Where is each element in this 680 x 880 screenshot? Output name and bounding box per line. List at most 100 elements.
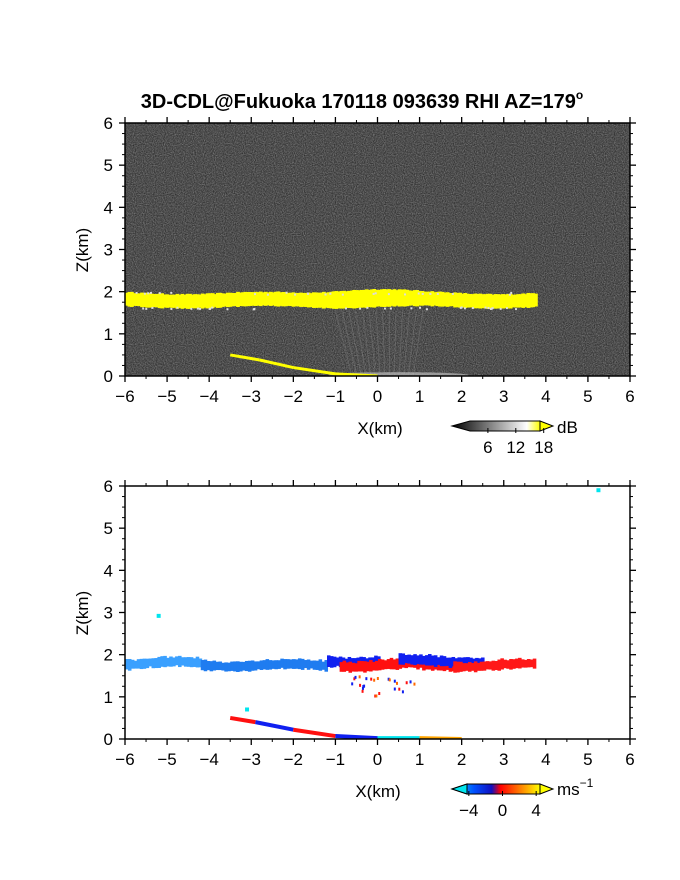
reflectivity-layer-column [319, 292, 324, 308]
colorbar-ticks: −4 0 4 [459, 791, 541, 820]
velocity-layer-column [172, 657, 176, 667]
x-tick-label: 0 [373, 387, 382, 406]
layer-edge-speckle [196, 307, 199, 310]
layer-edge-speckle [436, 292, 439, 295]
near-surface-segment [335, 734, 378, 739]
reflectivity-layer-column [458, 292, 463, 308]
reflectivity-layer-column [145, 292, 149, 308]
velocity-layer-column [300, 658, 305, 670]
layer-edge-speckle [383, 307, 386, 310]
reflectivity-layer-column [289, 292, 293, 307]
reflectivity-layer-column [380, 289, 384, 307]
reflectivity-layer-column [352, 289, 356, 309]
reflectivity-layer-column [273, 291, 278, 307]
x-tick-label: 4 [541, 750, 550, 769]
colorbar-tick-label: 12 [506, 438, 525, 457]
near-surface-segment [229, 715, 256, 725]
layer-edge-speckle [484, 306, 487, 309]
velocity-layer-column [321, 661, 326, 670]
x-tick-label: 3 [499, 750, 508, 769]
reflectivity-layer-column [132, 293, 137, 306]
velocity-layer-column [338, 656, 343, 668]
velocity-layer-column [335, 657, 340, 666]
velocity-layer-column [436, 657, 441, 665]
faint-beam [407, 310, 417, 376]
reflectivity-layer-column [167, 294, 172, 308]
reflectivity-layer-column [213, 294, 218, 307]
reflectivity-layer-column [531, 293, 536, 308]
velocity-layer-column [410, 655, 414, 665]
reflectivity-layer-column [372, 289, 377, 308]
reflectivity-layer-column [266, 292, 271, 306]
velocity-layer-column [247, 660, 252, 672]
reflectivity-layer-column [516, 294, 521, 308]
velocity-layer-column [125, 659, 129, 670]
velocity-layer-column [163, 655, 167, 668]
isolated-echo [596, 488, 601, 493]
fall-streak-dot [374, 694, 377, 698]
fall-streak-dot [359, 683, 362, 687]
reflectivity-layer-column [291, 292, 296, 307]
reflectivity-layer-column [405, 289, 409, 307]
near-surface-segment [255, 720, 294, 732]
velocity-layer-column [332, 656, 337, 668]
velocity-layer-column [439, 655, 444, 667]
velocity-layer-column [324, 660, 329, 672]
reflectivity-layer-column [334, 291, 339, 309]
velocity-layer-column [386, 659, 391, 669]
reflectivity-layer-column [377, 289, 382, 307]
velocity-layer-column [183, 657, 188, 667]
x-tick-label: −5 [157, 750, 176, 769]
reflectivity-layer-column [175, 293, 180, 309]
layer-edge-speckle [404, 293, 407, 296]
faint-beam [375, 310, 381, 376]
velocity-layer-column [130, 659, 135, 669]
reflectivity-layer-column [435, 291, 440, 307]
fall-streak-dot [401, 690, 404, 694]
reflectivity-layer-column [316, 292, 321, 308]
velocity-layer-column [526, 659, 531, 668]
y-tick-label: 6 [104, 477, 113, 496]
velocity-layer-column [392, 659, 397, 670]
reflectivity-layer-column [369, 289, 374, 308]
y-tick-label: 4 [104, 561, 113, 580]
velocity-layer-column [230, 661, 234, 671]
velocity-layer-column [366, 661, 370, 672]
reflectivity-layer-column [205, 293, 210, 309]
velocity-layer-column [433, 655, 438, 667]
isolated-echo [245, 707, 250, 712]
reflectivity-layer-column [203, 294, 207, 308]
fall-streak-dot [413, 682, 416, 686]
layer-edge-speckle [417, 292, 420, 295]
faint-beam [355, 310, 367, 376]
velocity-layer-column [425, 655, 429, 666]
layer-edge-speckle [491, 307, 494, 310]
velocity-layer-column [157, 656, 161, 668]
chart-title: 3D-CDL@Fukuoka 170118 093639 RHI AZ=179o [141, 88, 583, 113]
reflectivity-layer-column [470, 294, 475, 308]
y-tick-label: 3 [104, 604, 113, 623]
reflectivity-layer-column [137, 293, 142, 307]
velocity-layer-column [283, 659, 287, 670]
reflectivity-layer-column [534, 293, 538, 307]
velocity-layer-column [309, 660, 314, 669]
velocity-layer-column [416, 655, 420, 665]
velocity-layer-column [448, 657, 453, 668]
reflectivity-layer-column [395, 290, 399, 306]
reflectivity-layer-column [226, 292, 230, 308]
reflectivity-layer-column [483, 294, 488, 309]
velocity-layer-column [467, 662, 472, 672]
colorbar-tick-label: 18 [534, 438, 553, 457]
y-tick-label: 5 [104, 156, 113, 175]
velocity-layer-column [233, 661, 237, 672]
faint-beam [382, 310, 386, 376]
fall-streak-dot [351, 682, 354, 686]
reflectivity-layer-column [127, 291, 132, 307]
velocity-layer-column [142, 658, 147, 669]
reflectivity-layer-column [183, 294, 187, 308]
velocity-layer-column [145, 658, 150, 669]
layer-edge-speckle [410, 307, 413, 310]
velocity-layer-column [488, 661, 493, 670]
reflectivity-layer-column [231, 293, 235, 307]
x-tick-label: −6 [115, 750, 134, 769]
